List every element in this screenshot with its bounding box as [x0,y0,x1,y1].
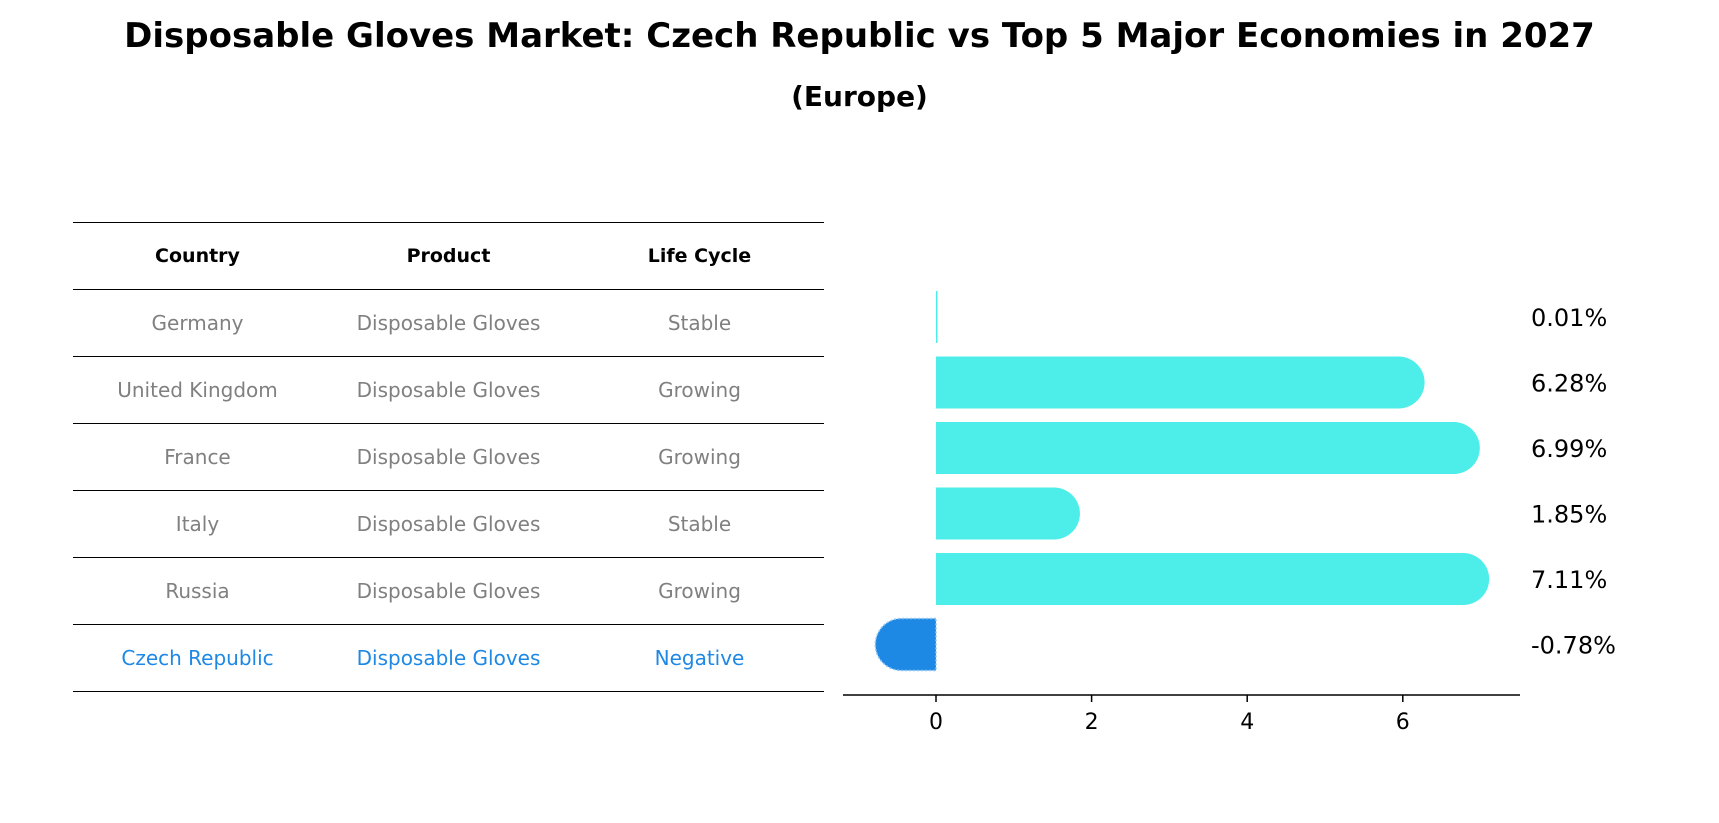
table-row: Italy Disposable Gloves Stable [73,490,824,558]
cell-product: Disposable Gloves [322,557,575,625]
bar-czech-republic [874,617,937,672]
table-row-highlighted: Czech Republic Disposable Gloves Negativ… [73,624,824,692]
cell-product: Disposable Gloves [322,624,575,692]
table-row: Germany Disposable Gloves Stable [73,289,824,357]
x-tick-label: 4 [1240,710,1254,735]
x-tick-label: 6 [1396,710,1410,735]
cell-product: Disposable Gloves [322,356,575,424]
cell-country: France [73,423,322,491]
value-label: -0.78% [1531,632,1616,660]
value-label: 0.01% [1531,304,1607,332]
cell-life-cycle: Growing [575,423,824,491]
cell-product: Disposable Gloves [322,289,575,357]
value-label: 6.28% [1531,370,1607,398]
cell-country: Germany [73,289,322,357]
x-tick-label: 0 [929,710,943,735]
bar-united-kingdom [936,356,1425,409]
value-label: 7.11% [1531,566,1607,594]
table-row: France Disposable Gloves Growing [73,423,824,491]
chart-title: Disposable Gloves Market: Czech Republic… [124,16,1595,56]
data-table: Country Product Life Cycle Germany Dispo… [73,222,824,692]
bar-germany [936,291,938,343]
bar-group [874,291,1490,672]
cell-product: Disposable Gloves [322,423,575,491]
cell-life-cycle: Growing [575,557,824,625]
bar-france [936,422,1480,474]
cell-life-cycle: Growing [575,356,824,424]
cell-life-cycle: Negative [575,624,824,692]
value-label: 1.85% [1531,501,1607,529]
table-header-row: Country Product Life Cycle [73,222,824,290]
cell-country: Italy [73,490,322,558]
header-life-cycle: Life Cycle [575,222,824,290]
value-labels: 0.01% 6.28% 6.99% 1.85% 7.11% -0.78% [1531,304,1616,660]
cell-product: Disposable Gloves [322,490,575,558]
x-axis-ticks: 0 2 4 6 [929,695,1410,735]
cell-life-cycle: Stable [575,289,824,357]
table-row: Russia Disposable Gloves Growing [73,557,824,625]
header-country: Country [73,222,322,290]
bar-russia [936,553,1490,605]
cell-country: United Kingdom [73,356,322,424]
table-row: United Kingdom Disposable Gloves Growing [73,356,824,424]
header-product: Product [322,222,575,290]
cell-country: Czech Republic [73,624,322,692]
value-label: 6.99% [1531,435,1607,463]
bar-italy [936,487,1080,540]
x-tick-label: 2 [1085,710,1099,735]
cell-life-cycle: Stable [575,490,824,558]
chart-subtitle: (Europe) [791,80,928,113]
cell-country: Russia [73,557,322,625]
